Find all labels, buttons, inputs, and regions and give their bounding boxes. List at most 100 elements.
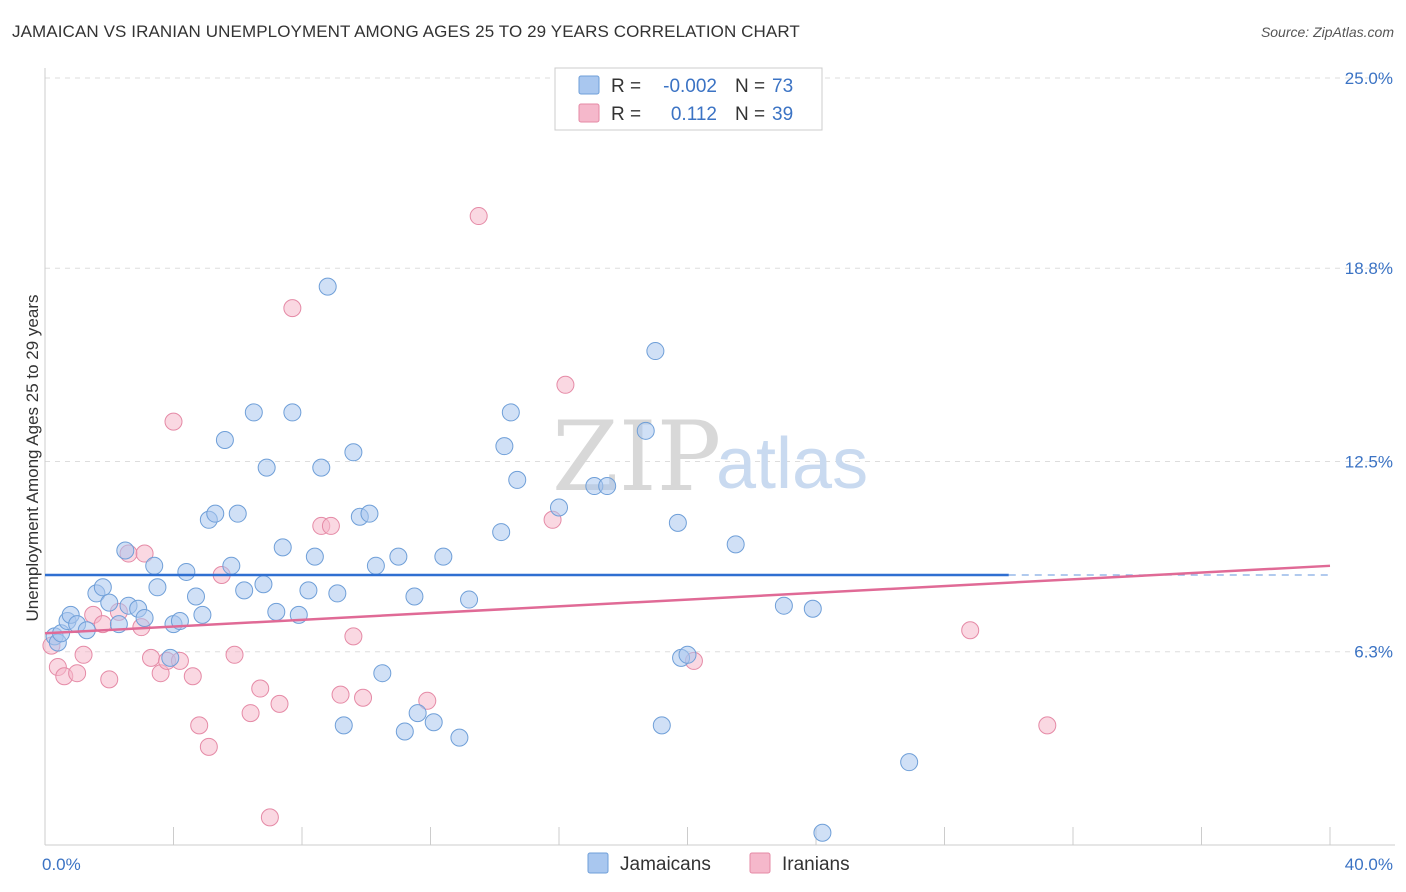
iranians-point (68, 664, 87, 683)
jamaicans-point (283, 403, 302, 422)
jamaicans-point (244, 403, 263, 422)
iranians-point (135, 544, 154, 563)
iranians-point (100, 670, 119, 689)
legend-label-iranians[interactable]: Iranians (782, 854, 850, 875)
chart-title: JAMAICAN VS IRANIAN UNEMPLOYMENT AMONG A… (12, 22, 800, 41)
jamaicans-point (228, 504, 247, 523)
jamaicans-point (373, 664, 392, 683)
jamaicans-point (305, 547, 324, 566)
watermark: ZIP atlas (552, 401, 868, 513)
y-tick-label: 25.0% (1345, 69, 1393, 88)
y-tick-label: 6.3% (1354, 643, 1393, 662)
iranians-point (469, 207, 488, 226)
watermark-atlas: atlas (716, 424, 868, 504)
iranians-point (251, 679, 270, 698)
jamaicans-point (460, 590, 479, 609)
jamaicans-point (726, 535, 745, 554)
jamaicans-points (45, 277, 919, 842)
trend-layer (44, 564, 1331, 635)
grid-layer (45, 77, 1395, 653)
jamaicans-point (222, 556, 241, 575)
iranians-point (556, 375, 575, 394)
tick-labels: 6.3% 12.5% 18.8% 25.0% 0.0% 40.0% (42, 69, 1393, 874)
jamaicans-point (148, 578, 167, 597)
iranians-point (74, 645, 93, 664)
jamaicans-point (598, 477, 617, 496)
jamaicans-point (501, 403, 520, 422)
jamaicans-point (424, 713, 443, 732)
jamaicans-point (900, 753, 919, 772)
jamaicans-point (344, 443, 363, 462)
jamaicans-point (161, 648, 180, 667)
jamaicans-point (450, 728, 469, 747)
jamaicans-point (267, 602, 286, 621)
jamaicans-point (803, 599, 822, 618)
jamaicans-point (360, 504, 379, 523)
jamaicans-point (408, 704, 427, 723)
legend-n-value: 39 (772, 104, 793, 125)
jamaicans-point (273, 538, 292, 557)
legend-n-label: N = (735, 76, 765, 97)
iranians-point (142, 648, 161, 667)
x-tick-label: 0.0% (42, 855, 81, 874)
legend-swatch-jamaicans (578, 75, 600, 95)
jamaicans-point (550, 498, 568, 517)
jamaicans-point (668, 513, 687, 532)
iranians-point (183, 667, 202, 686)
jamaicans-point (508, 470, 527, 489)
iranians-point (260, 808, 279, 827)
jamaicans-point (813, 823, 832, 842)
jamaicans-point (257, 458, 276, 477)
jamaicans-point (254, 575, 273, 594)
jamaicans-point (206, 504, 225, 523)
jamaicans-point (652, 716, 671, 735)
y-tick-label: 12.5% (1345, 453, 1393, 472)
jamaicans-point (395, 722, 414, 741)
jamaicans-point (100, 593, 119, 612)
jamaicans-point (405, 587, 424, 606)
iranians-point (961, 621, 980, 640)
jamaicans-point (328, 584, 347, 603)
jamaicans-point (492, 523, 511, 542)
legend-n-value: 73 (772, 76, 793, 97)
jamaicans-point (646, 342, 665, 361)
jamaicans-point (334, 716, 353, 735)
x-tick-label: 40.0% (1345, 855, 1393, 874)
iranians-point (199, 737, 218, 756)
jamaicans-point (135, 608, 154, 627)
jamaicans-point (495, 437, 514, 456)
y-tick-label: 18.8% (1345, 259, 1393, 278)
jamaicans-point (366, 556, 385, 575)
jamaicans-point (116, 541, 135, 560)
jamaicans-point (193, 605, 212, 624)
iranians-point (354, 688, 373, 707)
iranians-point (270, 694, 289, 713)
correlation-legend: R = -0.002 N = 73 R = 0.112 N = 39 (554, 67, 823, 131)
jamaicans-point (678, 645, 697, 664)
legend-r-label: R = (611, 76, 641, 97)
jamaicans-point (318, 277, 337, 296)
jamaicans-point (186, 587, 205, 606)
iranians-point (1038, 716, 1057, 735)
legend-n-label: N = (735, 104, 765, 125)
iranians-trend-line (44, 564, 1331, 635)
jamaicans-point (434, 547, 453, 566)
legend-swatch-iranians[interactable] (749, 852, 771, 874)
legend-swatch-jamaicans[interactable] (587, 852, 609, 874)
legend-label-jamaicans[interactable]: Jamaicans (620, 854, 711, 875)
jamaicans-point (312, 458, 331, 477)
jamaicans-point (177, 562, 196, 581)
iranians-point (225, 645, 244, 664)
series-legend: Jamaicans Iranians (587, 852, 850, 875)
iranians-point (164, 412, 183, 431)
jamaicans-point (299, 581, 318, 600)
chart-source: Source: ZipAtlas.com (1260, 24, 1394, 40)
iranians-point (344, 627, 363, 646)
axes-layer (44, 68, 1395, 846)
jamaicans-point (774, 596, 793, 615)
watermark-zip: ZIP (552, 401, 721, 513)
jamaicans-point (636, 421, 655, 440)
iranians-point (190, 716, 209, 735)
jamaicans-point (93, 578, 112, 597)
